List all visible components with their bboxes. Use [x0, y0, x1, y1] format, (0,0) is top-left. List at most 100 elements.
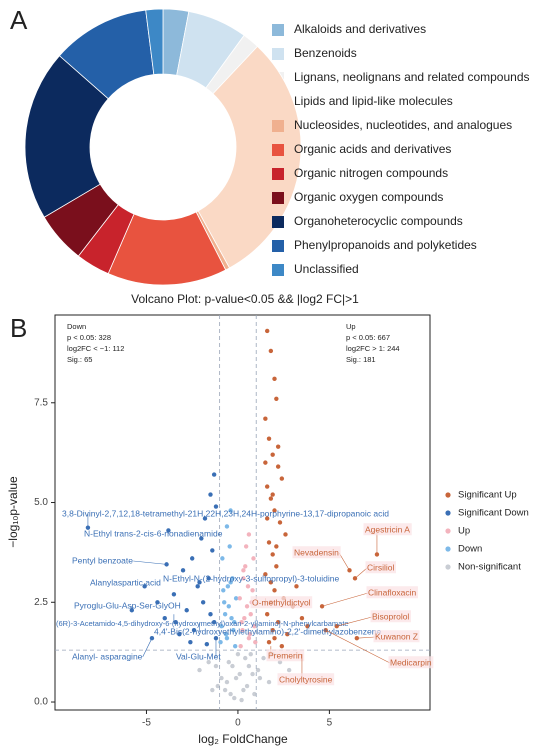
- data-point: [222, 612, 228, 617]
- data-point: [275, 620, 281, 625]
- data-point: [226, 604, 231, 609]
- annotation-leader: [133, 560, 167, 565]
- data-point: [272, 635, 277, 641]
- data-point: [263, 416, 268, 421]
- annotation: N-Ethyl trans-2-cis-6-nonadienamide: [84, 528, 223, 538]
- data-point: [263, 572, 268, 577]
- x-tick-label: 5: [327, 718, 333, 729]
- annotation-label: (6R)-3-Acetamido-4,5-dihydroxy-6-(hydrox…: [56, 619, 349, 628]
- plot-frame: [54, 314, 431, 711]
- annotation-label: Nevadensin: [294, 547, 339, 557]
- data-point: [228, 508, 233, 513]
- annotation: Nevadensin: [292, 546, 350, 571]
- annotation: N-Ethyl-N-(2-hydroxy-3-sulfopropyl)-3-to…: [163, 573, 339, 583]
- corner-text: log2FC > 1: 244: [346, 344, 400, 353]
- annotation-label: Bisoprolol: [372, 611, 409, 621]
- legend-label: Significant Up: [458, 490, 517, 501]
- data-point: [238, 643, 243, 649]
- data-point: [252, 691, 257, 697]
- data-point: [208, 492, 213, 497]
- legend-swatch: [272, 144, 284, 156]
- corner-text: p < 0.05: 667: [346, 333, 390, 342]
- chart-title: Volcano Plot: p-value<0.05 && |log2 FC|>…: [131, 292, 359, 306]
- data-point: [244, 604, 250, 609]
- legend-swatch: [272, 24, 284, 36]
- annotation: Pyroglu-Glu-Asp-Ser-GlyOH: [74, 600, 181, 611]
- data-point: [294, 584, 299, 589]
- data-point: [224, 635, 230, 641]
- annotation-leader: [336, 616, 373, 627]
- data-point: [239, 697, 244, 703]
- annotation-box: [277, 673, 335, 686]
- legend-label: Unclassified: [294, 262, 359, 276]
- data-point: [245, 584, 251, 589]
- legend-label: Nucleosides, nucleotides, and analogues: [294, 118, 512, 132]
- data-point: [263, 460, 268, 465]
- data-point: [229, 616, 234, 621]
- data-point: [228, 691, 233, 697]
- annotation: Cholyltyrosine: [277, 654, 335, 686]
- annotation: Alanyl- asparagine: [72, 638, 153, 661]
- legend-swatch: [272, 192, 284, 204]
- data-point: [241, 568, 246, 573]
- annotation-leader: [338, 552, 350, 571]
- data-point: [334, 624, 339, 629]
- corner-text: log2FC < −1: 112: [67, 344, 124, 353]
- annotation-box: [292, 546, 341, 559]
- data-point: [227, 544, 232, 549]
- data-point: [268, 496, 274, 501]
- y-tick-label: 5.0: [34, 497, 48, 508]
- annotation-box: [388, 656, 434, 669]
- data-point: [275, 444, 281, 449]
- data-point: [243, 564, 248, 569]
- data-point: [257, 675, 263, 681]
- annotation-leader: [321, 592, 369, 607]
- annotation-label: Pyroglu-Glu-Asp-Ser-GlyOH: [74, 600, 181, 610]
- data-point: [231, 628, 236, 633]
- data-point: [204, 641, 210, 647]
- annotation-label: N-Ethyl trans-2-cis-6-nonadienamide: [84, 528, 223, 538]
- data-point: [241, 576, 246, 581]
- data-point: [210, 687, 215, 693]
- x-tick-label: 0: [235, 718, 241, 729]
- data-point: [225, 584, 231, 589]
- legend-swatch: [272, 216, 284, 228]
- data-point: [213, 504, 219, 509]
- data-point: [250, 671, 255, 677]
- data-point: [220, 556, 225, 561]
- legend-label: Non-significant: [458, 562, 521, 573]
- data-point: [255, 667, 261, 673]
- x-axis-label: log₂ FoldChange: [198, 732, 288, 746]
- annotation: Pentyl benzoate: [72, 555, 167, 565]
- annotation-label: Alanylaspartic acid: [90, 577, 161, 587]
- annotation-box: [373, 630, 420, 643]
- annotation: O-methyldictyol: [250, 596, 313, 609]
- data-point: [219, 675, 224, 681]
- data-point: [213, 663, 219, 669]
- legend-label: Up: [458, 526, 470, 537]
- data-point: [206, 659, 211, 665]
- data-point: [200, 600, 206, 605]
- legend-label: Alkaloids and derivatives: [294, 22, 426, 36]
- data-point: [253, 639, 258, 645]
- data-point: [222, 600, 227, 605]
- data-point: [264, 328, 270, 334]
- data-point: [274, 564, 279, 569]
- data-point: [210, 548, 215, 553]
- data-point: [243, 544, 249, 549]
- corner-text: Sig.: 65: [67, 355, 92, 364]
- data-point: [223, 631, 229, 637]
- data-point: [215, 683, 221, 689]
- data-point: [261, 655, 266, 661]
- data-point: [188, 639, 193, 645]
- annotation-label: O-methyldictyol: [252, 597, 311, 607]
- legend-label: Significant Down: [458, 508, 529, 519]
- data-point: [272, 588, 277, 593]
- data-point: [208, 612, 213, 617]
- y-tick-label: 0.0: [34, 697, 48, 708]
- annotation-label: Medicarpin: [390, 657, 432, 667]
- legend-swatch: [272, 240, 284, 252]
- data-point: [211, 620, 217, 625]
- data-point: [286, 667, 292, 673]
- data-point: [272, 508, 277, 513]
